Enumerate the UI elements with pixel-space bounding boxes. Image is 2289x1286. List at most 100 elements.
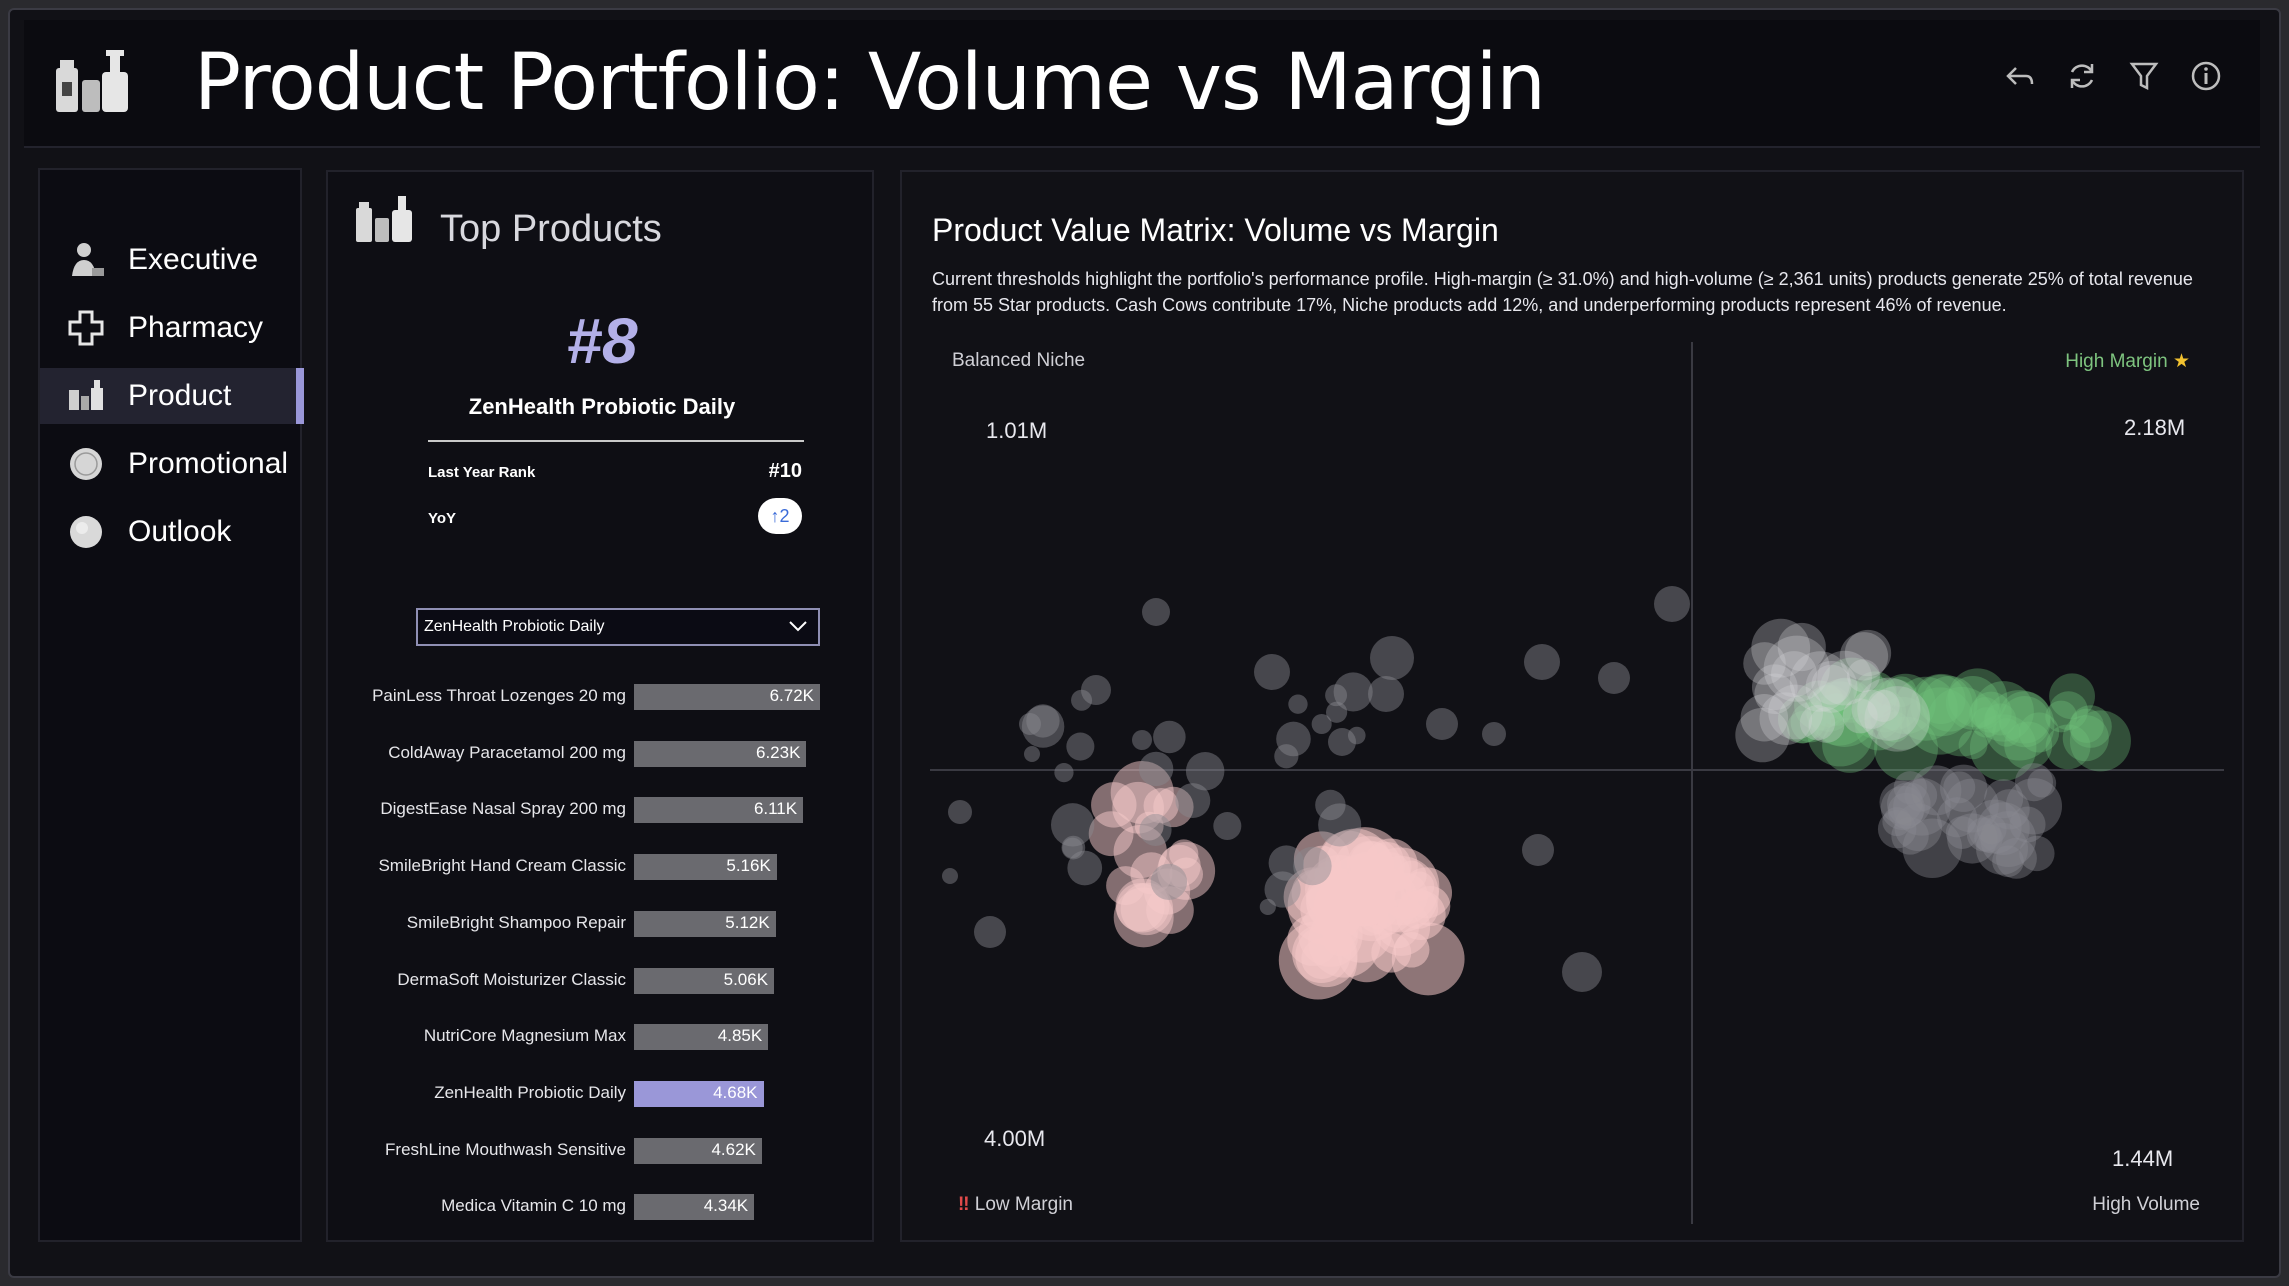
product-bubble[interactable] <box>2045 724 2091 770</box>
product-bubble[interactable] <box>1333 672 1373 712</box>
product-bubble[interactable] <box>1777 695 1827 744</box>
product-bubble[interactable] <box>1091 782 1137 828</box>
product-bubble[interactable] <box>1311 713 1332 735</box>
bar-row[interactable]: DermaSoft Moisturizer Classic 5.06K <box>328 966 876 996</box>
product-select-dropdown[interactable]: ZenHealth Probiotic Daily <box>416 608 820 646</box>
bar[interactable] <box>634 854 777 881</box>
product-bubble[interactable] <box>1054 762 1074 783</box>
product-bubble[interactable] <box>1910 673 1973 737</box>
product-bubble[interactable] <box>1735 707 1790 763</box>
product-bubble[interactable] <box>1213 812 1242 841</box>
bar-row[interactable]: PainLess Throat Lozenges 20 mg 6.72K <box>328 682 876 712</box>
product-bubble[interactable] <box>1740 694 1789 742</box>
product-bubble[interactable] <box>1807 700 1873 767</box>
product-bubble[interactable] <box>1998 691 2051 744</box>
product-bubble[interactable] <box>1522 834 1554 866</box>
product-bubble[interactable] <box>1877 809 1917 849</box>
product-bubble[interactable] <box>1906 687 1974 755</box>
product-bubble[interactable] <box>974 916 1006 948</box>
product-bubble[interactable] <box>1976 822 2028 875</box>
product-bubble[interactable] <box>1904 778 1938 812</box>
product-bubble[interactable] <box>1842 698 1878 734</box>
product-bubble[interactable] <box>1980 811 2037 868</box>
bar-row[interactable]: SmileBright Hand Cream Classic 5.16K <box>328 852 876 882</box>
product-bubble[interactable] <box>1293 846 1332 886</box>
product-bubble[interactable] <box>2014 763 2054 802</box>
filter-icon[interactable] <box>2126 58 2162 94</box>
sidebar-item-product[interactable]: Product <box>40 368 304 424</box>
product-bubble[interactable] <box>1347 726 1366 745</box>
product-bubble[interactable] <box>1911 765 1962 816</box>
product-bubble[interactable] <box>1185 752 1225 791</box>
product-bubble[interactable] <box>1944 778 1999 833</box>
product-bubble[interactable] <box>1524 644 1560 680</box>
product-bubble[interactable] <box>1295 924 1358 988</box>
product-bubble[interactable] <box>1370 636 1414 680</box>
product-bubble[interactable] <box>1984 779 2024 819</box>
product-bubble[interactable] <box>1887 792 1924 829</box>
product-bubble[interactable] <box>1810 685 1845 720</box>
product-bubble[interactable] <box>1902 818 1963 879</box>
product-bubble[interactable] <box>1368 676 1404 712</box>
product-bubble[interactable] <box>1318 803 1362 847</box>
bar-row[interactable]: SmileBright Shampoo Repair 5.12K <box>328 909 876 939</box>
product-bubble[interactable] <box>1066 732 1095 761</box>
product-bubble[interactable] <box>2018 712 2060 753</box>
product-bubble[interactable] <box>2069 710 2131 772</box>
product-bubble[interactable] <box>1864 686 1930 752</box>
sidebar-item-promotional[interactable]: Promotional <box>40 436 304 492</box>
product-bubble[interactable] <box>1945 676 2000 730</box>
product-bubble[interactable] <box>1288 694 1308 714</box>
product-bubble[interactable] <box>1875 673 1936 735</box>
product-bubble[interactable] <box>1948 668 2008 728</box>
product-bubble[interactable] <box>1921 675 1978 732</box>
product-bubble[interactable] <box>1882 807 1912 837</box>
product-bubble[interactable] <box>1945 816 1979 849</box>
product-bubble[interactable] <box>1853 671 1897 715</box>
product-bubble[interactable] <box>1943 771 1976 804</box>
product-bubble[interactable] <box>1153 720 1186 754</box>
product-bubble[interactable] <box>1879 780 1923 824</box>
product-bubble[interactable] <box>1153 786 1194 828</box>
product-bubble[interactable] <box>1751 618 1811 678</box>
product-bubble[interactable] <box>1819 693 1853 726</box>
product-bubble[interactable] <box>1992 718 2021 747</box>
product-bubble[interactable] <box>1973 681 2034 742</box>
product-bubble[interactable] <box>2009 806 2046 843</box>
bar[interactable] <box>634 740 807 767</box>
product-bubble[interactable] <box>2069 705 2112 748</box>
product-bubble[interactable] <box>1395 890 1446 941</box>
product-bubble[interactable] <box>1885 676 1917 707</box>
product-bubble[interactable] <box>1061 835 1086 860</box>
product-bubble[interactable] <box>1839 632 1889 681</box>
product-bubble[interactable] <box>1992 845 2024 878</box>
product-bubble[interactable] <box>1274 744 1299 769</box>
product-bubble[interactable] <box>2049 691 2088 731</box>
product-bubble[interactable] <box>1893 676 1958 741</box>
product-bubble[interactable] <box>2005 778 2063 835</box>
product-bubble[interactable] <box>1867 689 1900 723</box>
product-bubble[interactable] <box>1999 696 2051 748</box>
product-bubble[interactable] <box>1654 586 1690 622</box>
product-bubble[interactable] <box>1966 817 2002 852</box>
product-bubble[interactable] <box>1050 803 1095 847</box>
product-bubble[interactable] <box>1810 678 1879 747</box>
product-bubble[interactable] <box>1977 814 2007 845</box>
product-bubble[interactable] <box>1759 692 1813 745</box>
bar-row[interactable]: FreshLine Mouthwash Sensitive 4.62K <box>328 1136 876 1166</box>
bar-row[interactable]: ColdAway Paracetamol 200 mg 6.23K <box>328 739 876 769</box>
product-bubble[interactable] <box>2019 835 2055 872</box>
bar[interactable] <box>634 684 820 710</box>
product-bubble[interactable] <box>1276 721 1311 757</box>
product-bubble[interactable] <box>2062 715 2109 762</box>
product-bubble[interactable] <box>1806 681 1872 746</box>
bar[interactable] <box>634 797 804 824</box>
product-bubble[interactable] <box>1768 684 1824 740</box>
product-bubble[interactable] <box>1811 664 1852 705</box>
product-bubble[interactable] <box>1786 710 1820 744</box>
product-bubble[interactable] <box>1869 679 1921 731</box>
bar[interactable] <box>634 1024 769 1051</box>
product-bubble[interactable] <box>1138 751 1174 787</box>
product-bubble[interactable] <box>942 868 958 884</box>
product-bubble[interactable] <box>2027 768 2057 798</box>
